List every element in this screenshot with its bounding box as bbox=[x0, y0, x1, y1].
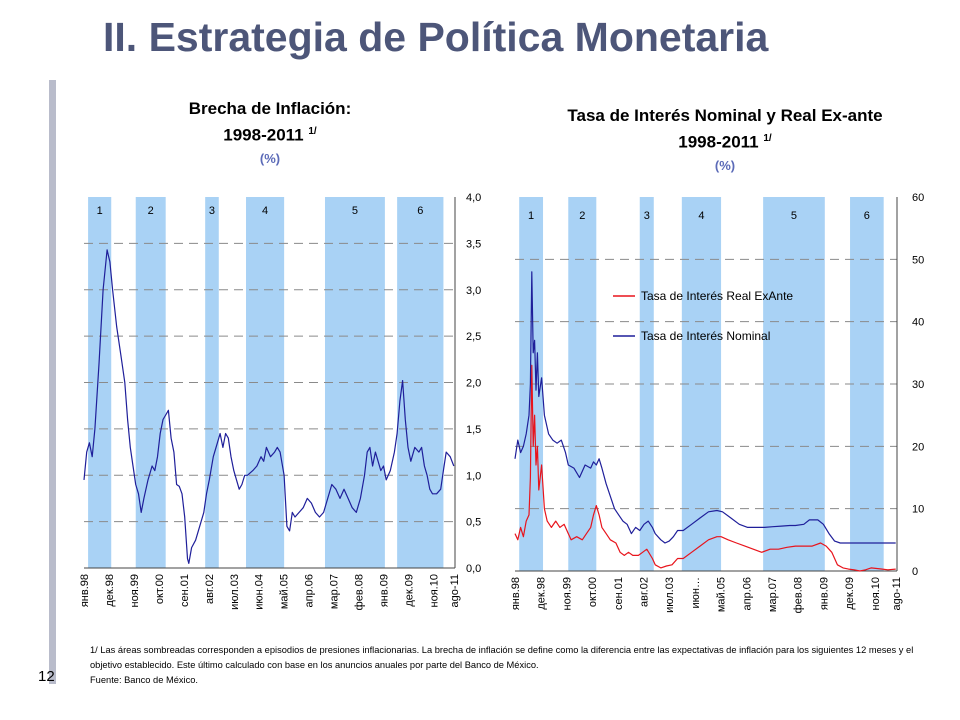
chart1-y-tick-label: 4,0 bbox=[466, 192, 481, 204]
chart1-x-tick-label: ноя.10 bbox=[428, 574, 440, 607]
chart2-period-label-1: 1 bbox=[528, 210, 534, 222]
chart2-x-tick-label: май.05 bbox=[716, 577, 728, 612]
chart1-x-tick-label: янв.09 bbox=[379, 574, 391, 607]
chart1-y-tick-label: 3,0 bbox=[466, 285, 481, 297]
chart1-period-label-1: 1 bbox=[97, 205, 103, 217]
chart2-y-tick-label: 50 bbox=[912, 254, 924, 266]
chart2-x-tick-label: окт.00 bbox=[587, 577, 599, 607]
chart2-unit: (%) bbox=[714, 158, 736, 173]
chart2-x-tick-label: мар.07 bbox=[767, 577, 779, 612]
chart2-series-line-1 bbox=[514, 364, 896, 572]
chart2-x-tick-label: дек.09 bbox=[844, 577, 856, 610]
footnote-text: 1/ Las áreas sombreadas corresponden a e… bbox=[90, 645, 914, 670]
chart1-y-tick-label: 2,0 bbox=[466, 378, 481, 390]
chart1-period-label-5: 5 bbox=[352, 205, 358, 217]
chart2-y-tick-label: 10 bbox=[912, 504, 924, 516]
chart2-x-tick-label: июн… bbox=[690, 577, 702, 608]
chart2-y-tick-label: 30 bbox=[912, 379, 924, 391]
chart2-x-tick-label: ноя.99 bbox=[561, 577, 573, 610]
slide-title: II. Estrategia de Política Monetaria bbox=[103, 14, 769, 60]
accent-bar bbox=[49, 80, 56, 684]
chart2-y-tick-label: 0 bbox=[912, 566, 918, 578]
chart1-x-tick-label: ago-11 bbox=[449, 574, 461, 607]
chart2-x-tick-label: июл.03 bbox=[664, 577, 676, 613]
chart1-x-tick-label: июн.04 bbox=[254, 574, 266, 610]
chart1-title: Brecha de Inflación: 1998-2011 1/ bbox=[120, 97, 420, 147]
chart1-x-tick-label: дек.98 bbox=[104, 574, 116, 607]
chart2-x-tick-label: ноя.10 bbox=[870, 577, 882, 610]
chart1-y-tick-label: 2,5 bbox=[466, 331, 481, 343]
chart2-period-label-3: 3 bbox=[644, 210, 650, 222]
chart1-subtitle: 1998-2011 bbox=[223, 125, 304, 145]
chart1-x-tick-label: дек.09 bbox=[403, 574, 415, 607]
chart1-x-tick-label: мар.07 bbox=[329, 574, 341, 609]
chart1-period-label-6: 6 bbox=[417, 205, 423, 217]
chart1-title-line: Brecha de Inflación: bbox=[188, 99, 352, 118]
chart1-x-tick-label: ноя.99 bbox=[129, 574, 141, 607]
chart1-y-tick-label: 0,0 bbox=[466, 563, 481, 575]
chart1-x-tick-label: июл.03 bbox=[229, 574, 241, 610]
chart1-y-tick-label: 0,5 bbox=[466, 517, 481, 529]
chart2-x-tick-label: авг.02 bbox=[638, 577, 650, 607]
chart1-title-sup: 1/ bbox=[308, 126, 317, 137]
chart1-y-tick-label: 1,0 bbox=[466, 470, 481, 482]
chart2-period-label-5: 5 bbox=[791, 210, 797, 222]
footnote: 1/ Las áreas sombreadas corresponden a e… bbox=[90, 643, 940, 688]
chart2-series-line-2 bbox=[514, 271, 896, 544]
chart2-y-tick-label: 20 bbox=[912, 441, 924, 453]
chart1-x-tick-label: апр.06 bbox=[304, 574, 316, 607]
chart1-series-line-1 bbox=[83, 249, 455, 565]
chart2-x-tick-label: ago-11 bbox=[891, 577, 903, 610]
chart1-x-tick-label: янв.98 bbox=[79, 574, 91, 607]
chart1-subtitle-line: 1998-2011 1/ bbox=[120, 120, 420, 147]
chart1-y-tick-label: 3,5 bbox=[466, 238, 481, 250]
chart2-title: Tasa de Interés Nominal y Real Ex-ante 1… bbox=[520, 104, 930, 154]
chart1-period-label-4: 4 bbox=[262, 205, 268, 217]
chart2-period-label-6: 6 bbox=[864, 210, 870, 222]
chart2-x-tick-label: фев.08 bbox=[793, 577, 805, 613]
chart2-x-tick-label: сен.01 bbox=[613, 577, 625, 610]
page-number: 12 bbox=[38, 668, 55, 685]
chart1-period-label-2: 2 bbox=[148, 205, 154, 217]
chart2-y-tick-label: 60 bbox=[912, 192, 924, 204]
chart2-x-tick-label: янв.98 bbox=[510, 577, 522, 610]
chart2-legend-label-1: Tasa de Interés Real ExAnte bbox=[641, 289, 793, 303]
chart2-x-tick-label: янв.09 bbox=[818, 577, 830, 610]
chart1-x-tick-label: май.05 bbox=[279, 574, 291, 609]
chart2-x-tick-label: апр.06 bbox=[741, 577, 753, 610]
chart1-x-tick-label: сен.01 bbox=[179, 574, 191, 607]
chart1-x-tick-label: окт.00 bbox=[154, 574, 166, 604]
chart2-legend-label-2: Tasa de Interés Nominal bbox=[641, 329, 770, 343]
chart1-x-tick-label: фев.08 bbox=[354, 574, 366, 610]
chart1-unit: (%) bbox=[259, 151, 281, 166]
chart2-period-label-4: 4 bbox=[698, 210, 704, 222]
chart2-y-tick-label: 40 bbox=[912, 317, 924, 329]
chart2-subtitle-line: 1998-2011 1/ bbox=[520, 127, 930, 154]
chart2-shaded-period-3 bbox=[639, 197, 654, 571]
chart2-subtitle: 1998-2011 bbox=[678, 132, 759, 152]
chart1-x-tick-label: авг.02 bbox=[204, 574, 216, 604]
chart2-x-tick-label: дек.98 bbox=[536, 577, 548, 610]
chart1-period-label-3: 3 bbox=[209, 205, 215, 217]
chart2-title-sup: 1/ bbox=[763, 133, 772, 144]
chart1-y-tick-label: 1,5 bbox=[466, 424, 481, 436]
chart2-title-line: Tasa de Interés Nominal y Real Ex-ante bbox=[567, 106, 883, 125]
source-text: Fuente: Banco de México. bbox=[90, 675, 199, 685]
chart2-period-label-2: 2 bbox=[579, 210, 585, 222]
